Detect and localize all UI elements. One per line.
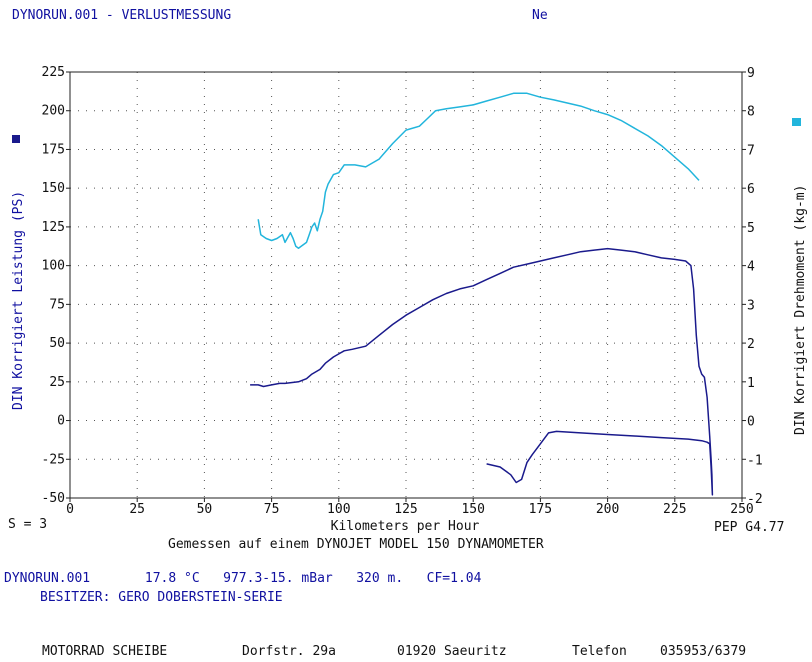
y2-tick-label: 3 — [747, 298, 755, 313]
x-tick-label: 0 — [66, 502, 74, 517]
window-title: DYNORUN.001 - VERLUSTMESSUNG — [12, 8, 232, 23]
x-tick-label: 25 — [129, 502, 145, 517]
y2-axis-label: DIN Korrigiert Drehmoment (kg-m) — [793, 185, 808, 435]
x-tick-label: 125 — [394, 502, 417, 517]
x-axis-label: Kilometers per Hour — [331, 519, 480, 534]
y-tick-label: 0 — [57, 414, 65, 429]
phone-number: 035953/6379 — [660, 644, 747, 659]
phone-label: Telefon — [572, 644, 627, 659]
y-tick-label: 200 — [42, 104, 65, 119]
y2-tick-label: 5 — [747, 221, 755, 236]
power-curve — [250, 247, 714, 496]
y2-tick-label: 8 — [747, 105, 755, 120]
run-info: DYNORUN.001 17.8 °C 977.3-15. mBar 320 m… — [4, 571, 482, 586]
y2-tick-label: 0 — [747, 415, 755, 430]
owner-line: BESITZER: GERO DOBERSTEIN-SERIE — [40, 590, 283, 605]
y2-tick-label: 6 — [747, 182, 755, 197]
y-axis-label: DIN Korrigiert Leistung (PS) — [11, 191, 26, 410]
torque-legend-square — [792, 118, 801, 126]
header-tag: Ne — [532, 8, 548, 23]
y2-tick-label: 9 — [747, 66, 755, 81]
smoothing-label: S = 3 — [8, 517, 48, 532]
x-tick-label: 75 — [264, 502, 280, 517]
y2-tick-label: 2 — [747, 337, 755, 352]
y2-tick-label: -2 — [747, 492, 763, 507]
y2-tick-label: 7 — [747, 143, 755, 158]
x-tick-label: 200 — [596, 502, 619, 517]
chart-grid — [70, 72, 742, 498]
x-tick-label: 50 — [197, 502, 213, 517]
x-tick-label: 150 — [461, 502, 484, 517]
x-tick-label: 100 — [327, 502, 350, 517]
plot-frame — [69, 71, 743, 499]
y2-tick-label: 4 — [747, 260, 755, 275]
y-tick-label: -50 — [42, 491, 65, 506]
y-tick-label: 225 — [42, 65, 65, 80]
y2-tick-label: 1 — [747, 376, 755, 391]
pep-label: PEP G4.77 — [714, 520, 785, 535]
power-legend-square — [12, 135, 20, 143]
shop-city: 01920 Saeuritz — [397, 644, 507, 659]
x-tick-label: 225 — [663, 502, 686, 517]
y-tick-label: 25 — [49, 375, 65, 390]
y2-tick-label: -1 — [747, 453, 763, 468]
y-tick-label: 100 — [42, 259, 65, 274]
y-tick-label: 75 — [49, 297, 65, 312]
axis-ticks: 0 25 50 75 100 125 150 175 200 225 250-50-25025507… — [42, 65, 763, 517]
shop-street: Dorfstr. 29a — [242, 644, 336, 659]
torque-curve — [257, 92, 700, 249]
series-lines — [250, 92, 714, 496]
measured-caption: Gemessen auf einem DYNOJET MODEL 150 DYN… — [168, 537, 544, 552]
y-tick-label: -25 — [42, 452, 65, 467]
shop-name: MOTORRAD SCHEIBE — [42, 644, 168, 659]
y-tick-label: 125 — [42, 220, 65, 235]
y-tick-label: 150 — [42, 181, 65, 196]
x-tick-label: 250 — [730, 502, 753, 517]
y-tick-label: 50 — [49, 336, 65, 351]
x-tick-label: 175 — [529, 502, 552, 517]
y-tick-label: 175 — [42, 142, 65, 157]
